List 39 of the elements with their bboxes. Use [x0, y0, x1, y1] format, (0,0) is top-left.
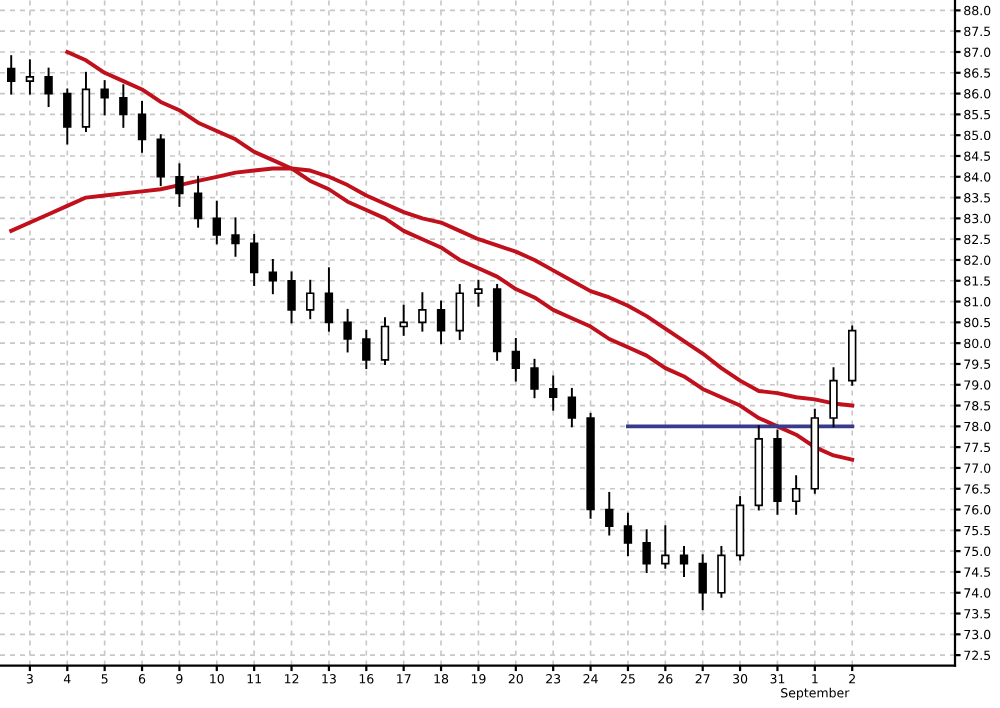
candlestick [698, 554, 707, 611]
candlestick [399, 304, 408, 336]
candlestick [567, 387, 577, 428]
candlestick [44, 67, 53, 108]
candlestick [455, 283, 464, 340]
candlestick [100, 80, 109, 116]
candlestick [343, 308, 352, 353]
candlestick [380, 317, 390, 365]
candlestick [623, 512, 633, 557]
candlestick [212, 200, 221, 245]
candlestick [436, 300, 446, 345]
candlestick [7, 55, 16, 95]
candlestick [193, 175, 203, 228]
candlestick [418, 292, 427, 332]
candlestick [605, 491, 614, 536]
candlestick [324, 267, 334, 332]
candlestick [137, 100, 147, 153]
candlestick [791, 475, 801, 515]
candlestick [231, 217, 240, 257]
candlestick [548, 375, 558, 411]
candlestick [679, 546, 689, 578]
candlestick [642, 529, 651, 573]
candlestick [306, 279, 315, 320]
candlestick [661, 525, 670, 569]
candlestick [829, 367, 838, 428]
candlestick [530, 358, 539, 399]
candlestick [156, 134, 165, 187]
candlestick [268, 259, 278, 295]
candlestick [249, 234, 259, 286]
candlestick [25, 59, 35, 95]
candlestick [362, 329, 371, 370]
candlestick [175, 163, 184, 207]
candlestick [119, 84, 128, 128]
candlestick [717, 546, 726, 598]
candlestick [287, 271, 296, 324]
candlestick [63, 88, 72, 145]
candlestick [81, 71, 91, 132]
candlestick [474, 279, 483, 307]
candlestick [511, 338, 521, 382]
